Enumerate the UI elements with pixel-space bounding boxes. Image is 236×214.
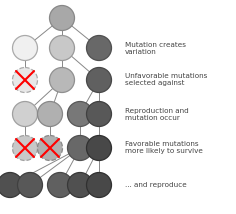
Circle shape — [87, 67, 111, 92]
Circle shape — [13, 101, 38, 126]
Circle shape — [13, 36, 38, 61]
Circle shape — [38, 101, 63, 126]
Text: ... and reproduce: ... and reproduce — [125, 182, 187, 188]
Circle shape — [67, 172, 93, 198]
Text: Unfavorable mutations
selected against: Unfavorable mutations selected against — [125, 73, 207, 86]
Circle shape — [67, 101, 93, 126]
Circle shape — [13, 67, 38, 92]
Circle shape — [87, 135, 111, 160]
Circle shape — [50, 36, 75, 61]
Circle shape — [38, 135, 63, 160]
Circle shape — [50, 6, 75, 31]
Circle shape — [13, 135, 38, 160]
Circle shape — [87, 172, 111, 198]
Circle shape — [0, 172, 22, 198]
Text: Favorable mutations
more likely to survive: Favorable mutations more likely to survi… — [125, 141, 203, 155]
Circle shape — [87, 101, 111, 126]
Circle shape — [87, 36, 111, 61]
Text: Reproduction and
mutation occur: Reproduction and mutation occur — [125, 107, 189, 120]
Text: Mutation creates
variation: Mutation creates variation — [125, 42, 186, 55]
Circle shape — [67, 135, 93, 160]
Circle shape — [47, 172, 72, 198]
Circle shape — [17, 172, 42, 198]
Circle shape — [50, 67, 75, 92]
